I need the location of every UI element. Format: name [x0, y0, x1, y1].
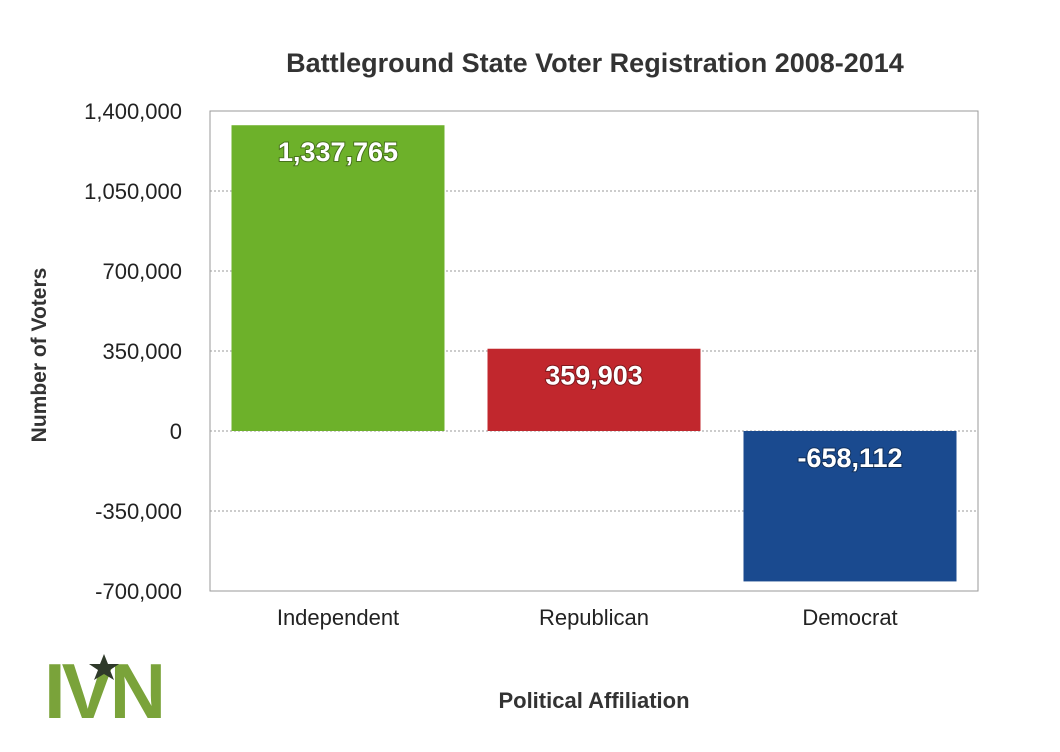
ivn-logo: IVN [44, 652, 166, 724]
data-label-republican: 359,903 [545, 361, 643, 391]
data-label-democrat: -658,112 [797, 443, 902, 473]
y-tick-label: 1,400,000 [84, 99, 182, 124]
star-icon [89, 654, 119, 680]
x-tick-label: Democrat [802, 605, 897, 630]
y-tick-label: 1,050,000 [84, 179, 182, 204]
x-tick-label: Independent [277, 605, 399, 630]
ivn-logo-mark: IVN [44, 652, 166, 724]
x-tick-label: Republican [539, 605, 649, 630]
y-tick-label: 0 [170, 419, 182, 444]
x-axis-label: Political Affiliation [498, 688, 690, 713]
bar-republican [487, 348, 701, 431]
y-tick-label: 350,000 [102, 339, 182, 364]
bar-democrat [743, 431, 957, 582]
y-tick-label: -700,000 [95, 579, 182, 604]
y-tick-label: 700,000 [102, 259, 182, 284]
bar-independent [231, 125, 445, 431]
chart-title: Battleground State Voter Registration 20… [286, 48, 904, 78]
data-label-independent: 1,337,765 [278, 137, 398, 167]
y-tick-label: -350,000 [95, 499, 182, 524]
